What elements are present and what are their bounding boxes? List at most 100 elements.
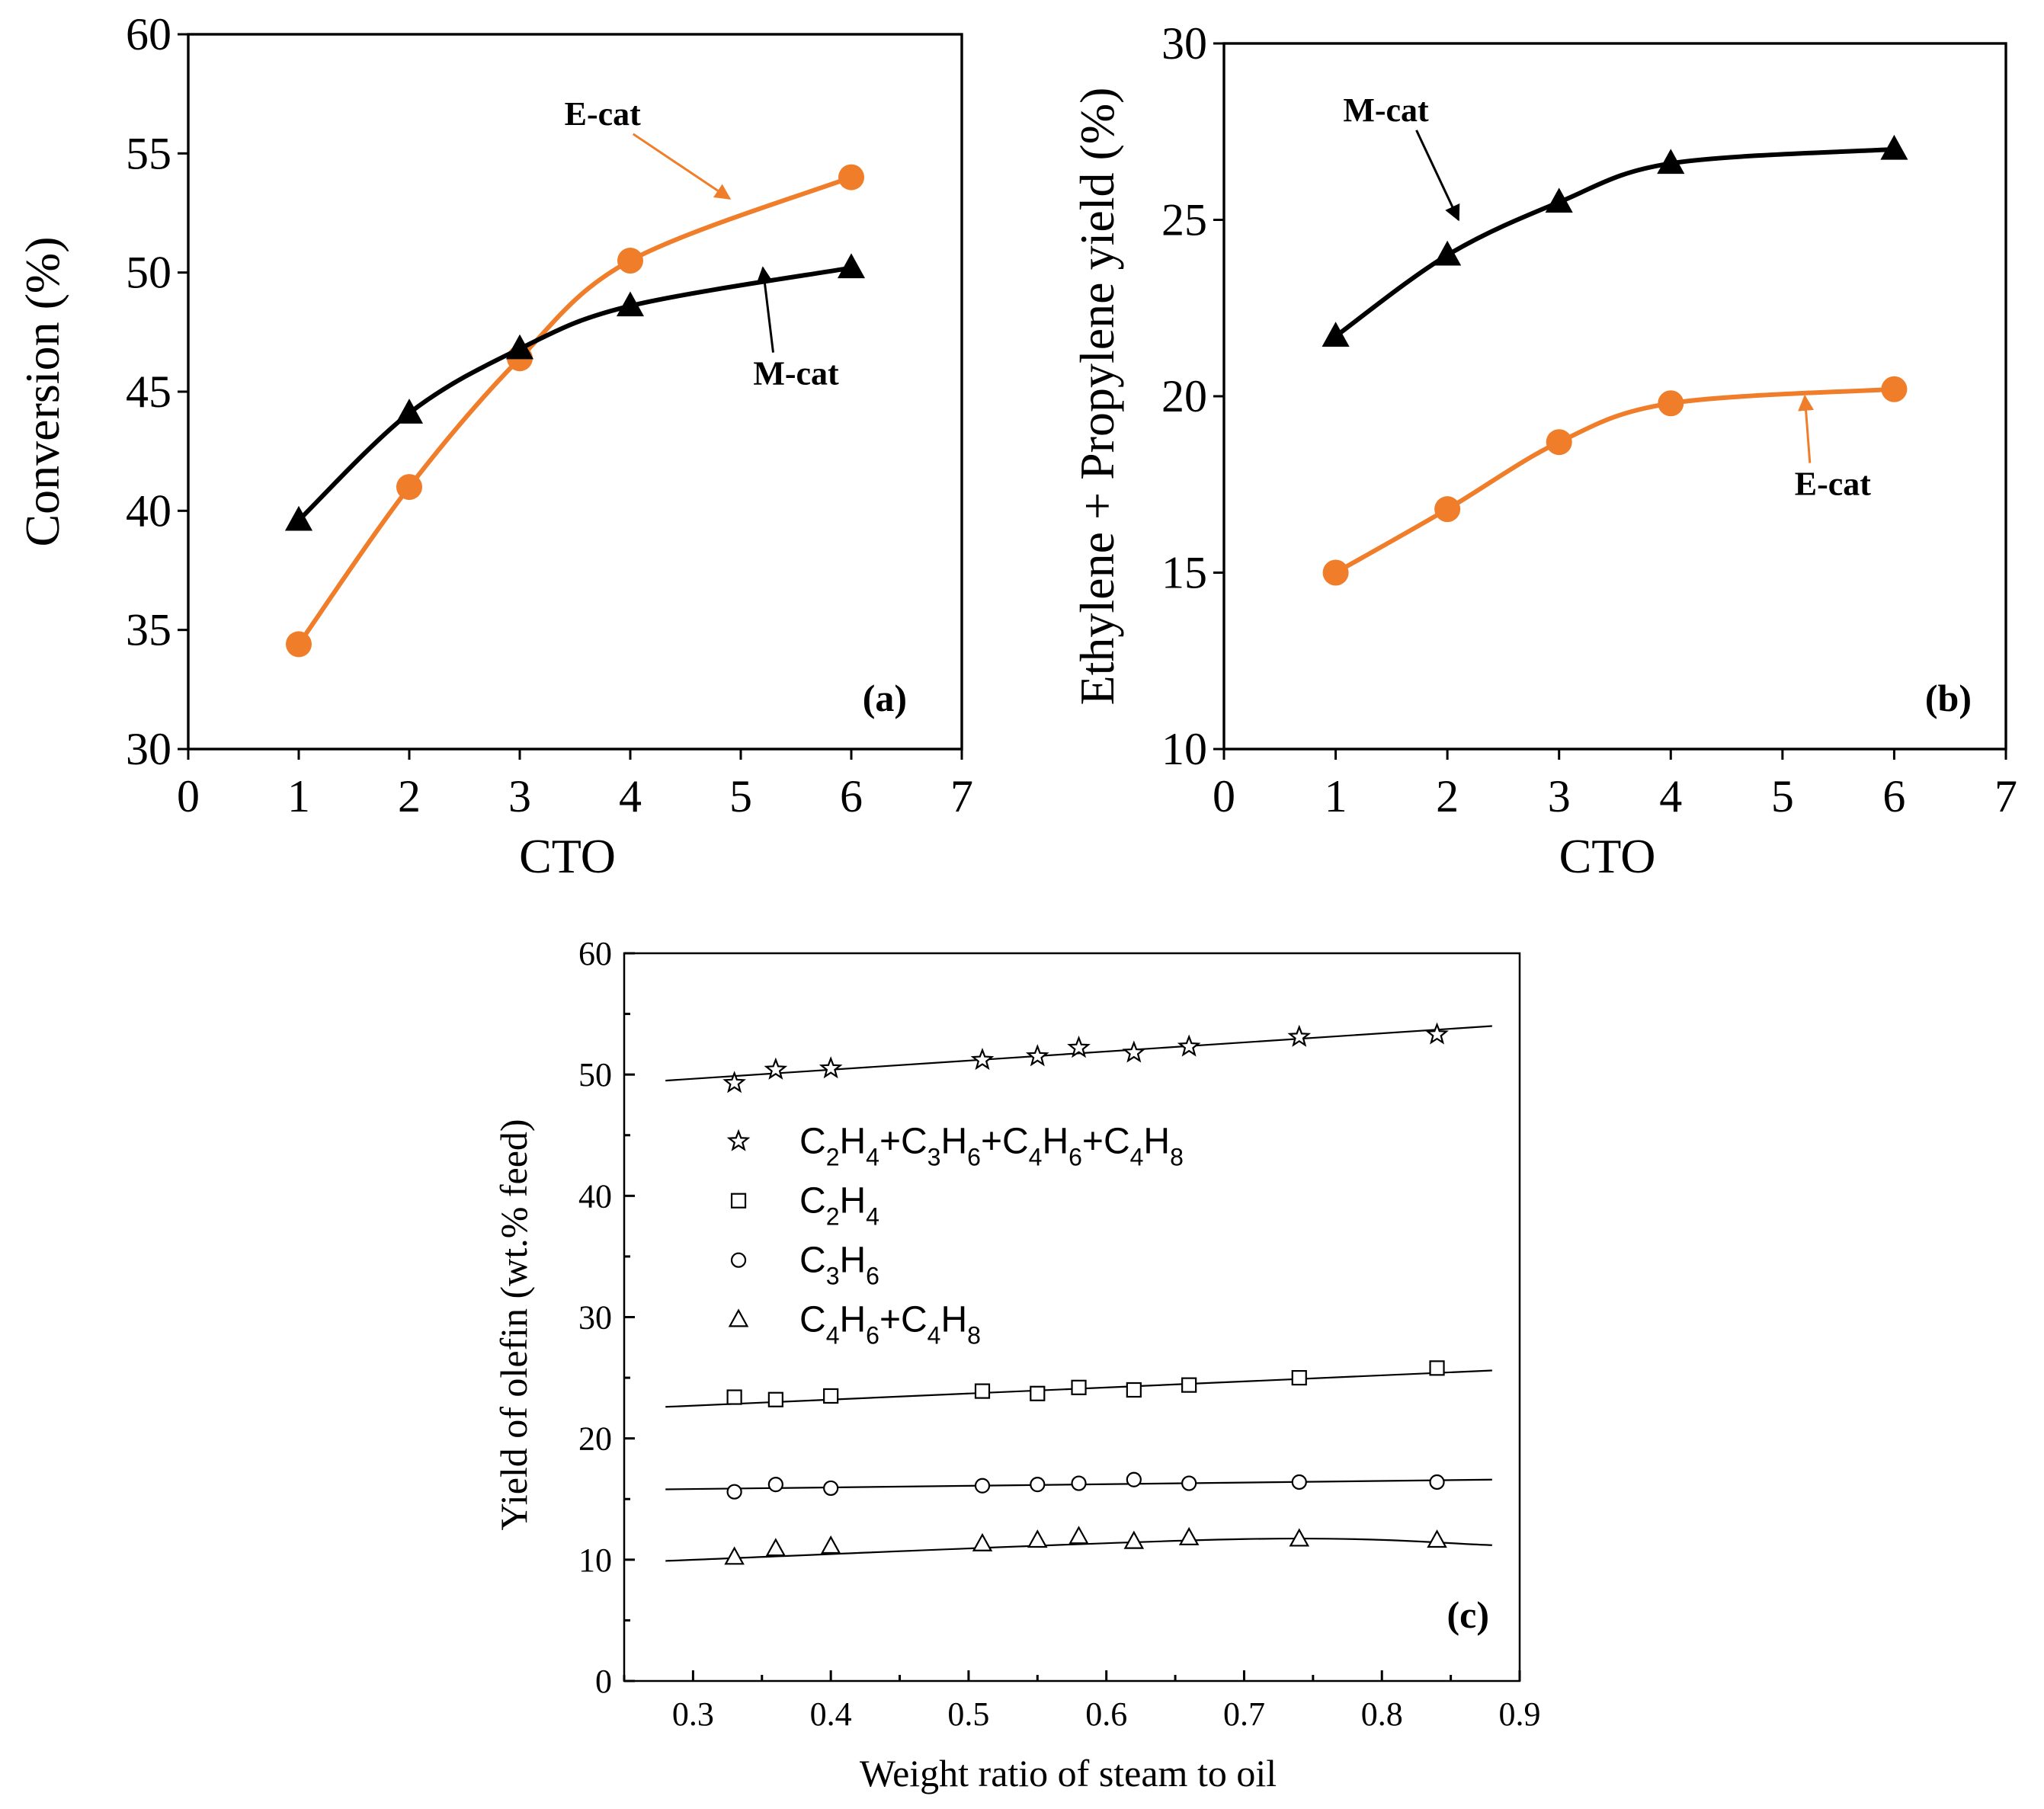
data-point — [1545, 187, 1573, 213]
data-point — [1425, 1022, 1449, 1045]
data-point — [1881, 376, 1908, 402]
series-line — [1333, 146, 1897, 339]
data-point — [1177, 1034, 1201, 1057]
legend-label-part: +C — [879, 1300, 927, 1340]
data-point — [505, 334, 534, 360]
data-point — [1067, 1036, 1091, 1058]
x-tick-label: 0.6 — [1085, 1695, 1127, 1733]
data-point — [1289, 1528, 1310, 1547]
series-m-cat: M-cat — [1322, 91, 1908, 347]
y-axis-title: Conversion (%) — [15, 236, 69, 546]
x-tick-label: 0.7 — [1223, 1695, 1265, 1733]
legend-label-part: H — [940, 1122, 967, 1162]
data-point — [974, 1478, 991, 1494]
x-tick-label: 0.8 — [1361, 1695, 1403, 1733]
legend-label-part: 3 — [927, 1144, 941, 1171]
data-point — [726, 1129, 751, 1151]
y-tick-label: 30 — [578, 1299, 612, 1337]
y-tick-label: 60 — [126, 9, 171, 59]
legend-item: C2H4 — [730, 1181, 879, 1231]
legend-label-part: 2 — [826, 1203, 840, 1231]
legend-label-part: 4 — [1029, 1144, 1043, 1171]
data-point — [728, 1308, 749, 1327]
data-point — [1122, 1040, 1146, 1063]
data-point — [286, 631, 312, 658]
y-tick-label: 35 — [126, 605, 171, 655]
legend-label: C2H4 — [799, 1181, 879, 1231]
y-tick-label: 20 — [578, 1420, 612, 1458]
data-point — [819, 1056, 843, 1079]
data-point — [970, 1047, 995, 1071]
data-point — [724, 1546, 745, 1565]
series-star — [665, 1022, 1492, 1093]
legend-label-part: H — [840, 1122, 867, 1162]
data-point — [838, 164, 864, 191]
data-point — [1181, 1475, 1197, 1491]
legend-label-part: 6 — [967, 1144, 981, 1171]
data-point — [395, 399, 424, 424]
data-point — [1181, 1377, 1197, 1393]
legend-label-part: 2 — [826, 1144, 840, 1171]
data-point — [972, 1532, 993, 1551]
legend-label-part: 8 — [1170, 1144, 1184, 1171]
y-tick-label: 45 — [126, 367, 171, 417]
legend-label-part: +C — [981, 1122, 1029, 1162]
legend-label-part: 4 — [927, 1322, 941, 1350]
y-tick-label: 25 — [1161, 195, 1207, 245]
x-tick-label: 0.3 — [672, 1695, 714, 1733]
legend-label-part: H — [840, 1300, 867, 1340]
data-point — [837, 253, 866, 279]
x-tick-label: 6 — [840, 771, 863, 821]
legend-label-part: H — [940, 1300, 967, 1340]
x-tick-label: 7 — [950, 771, 973, 821]
series-m-cat: M-cat — [284, 253, 866, 531]
legend-label-part: 6 — [866, 1263, 879, 1290]
data-point — [617, 248, 643, 274]
data-point — [1025, 1044, 1049, 1067]
x-tick-label: 5 — [729, 771, 752, 821]
x-tick-label: 0 — [177, 771, 200, 821]
data-point — [765, 1538, 787, 1557]
data-point — [1071, 1379, 1087, 1395]
y-axis-title: Yield of olefin (wt.% feed) — [492, 1119, 535, 1530]
legend-label-part: 4 — [826, 1322, 840, 1350]
data-point — [1030, 1477, 1046, 1493]
data-point — [823, 1388, 839, 1404]
label-arrow — [756, 266, 774, 353]
x-tick-label: 6 — [1882, 771, 1905, 821]
data-point — [974, 1383, 991, 1399]
y-tick-label: 30 — [1161, 18, 1207, 69]
data-point — [730, 1252, 747, 1268]
y-tick-label: 10 — [1161, 724, 1207, 774]
y-tick-label: 20 — [1161, 371, 1207, 421]
data-point — [820, 1535, 841, 1554]
x-tick-label: 5 — [1771, 771, 1794, 821]
series-label: M-cat — [753, 355, 839, 392]
data-point — [1880, 134, 1908, 160]
series-e-cat: E-cat — [1322, 376, 1908, 586]
label-arrow — [1415, 130, 1460, 222]
data-point — [1126, 1471, 1142, 1487]
legend-label-part: 4 — [866, 1144, 879, 1171]
panel-label: (a) — [863, 677, 907, 719]
data-point — [1287, 1024, 1312, 1047]
y-tick-label: 30 — [126, 724, 171, 774]
legend-item: C2H4+C3H6+C4H6+C4H8 — [726, 1122, 1184, 1171]
legend-label-part: C — [799, 1122, 826, 1162]
fit-line — [665, 1025, 1492, 1082]
legend-label: C3H6 — [799, 1241, 879, 1290]
data-point — [1429, 1360, 1445, 1376]
x-axis-title: CTO — [1559, 829, 1656, 883]
legend-label-part: H — [840, 1241, 867, 1281]
x-tick-label: 0.4 — [810, 1695, 852, 1733]
x-tick-label: 3 — [508, 771, 531, 821]
y-tick-label: 50 — [126, 248, 171, 298]
data-point — [726, 1389, 742, 1405]
data-point — [767, 1477, 783, 1493]
legend-item: C4H6+C4H8 — [728, 1300, 981, 1350]
data-point — [764, 1057, 788, 1080]
data-point — [1546, 429, 1572, 456]
